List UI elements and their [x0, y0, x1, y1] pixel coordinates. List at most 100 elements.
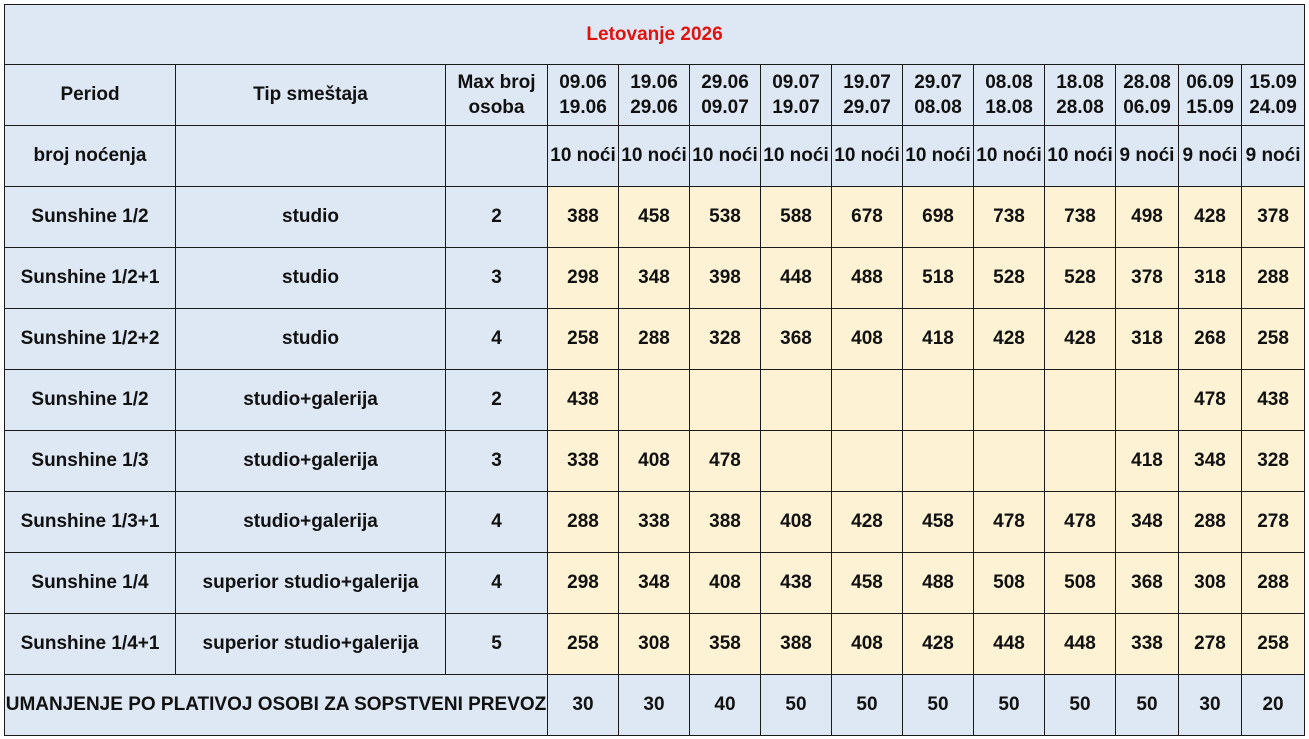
room-max-persons: 5 — [445, 613, 548, 675]
room-type: superior studio+galerija — [175, 613, 446, 675]
period-to: 29.07 — [843, 97, 891, 118]
price-cell — [689, 369, 761, 431]
price-cell: 428 — [902, 613, 974, 675]
price-cell: 328 — [1240, 430, 1306, 492]
nights-cell: 10 noći — [760, 125, 832, 187]
price-cell: 348 — [1178, 430, 1242, 492]
period-to: 09.07 — [701, 97, 749, 118]
period-from: 09.06 — [559, 72, 607, 93]
price-cell: 488 — [831, 247, 903, 309]
price-cell — [618, 369, 690, 431]
nights-cell: 9 noći — [1115, 125, 1179, 187]
price-cell: 698 — [902, 186, 974, 248]
discount-value: 30 — [547, 674, 619, 736]
room-max-persons: 3 — [445, 430, 548, 492]
discount-value: 50 — [831, 674, 903, 736]
period-to: 29.06 — [630, 97, 678, 118]
price-cell: 308 — [618, 613, 690, 675]
price-cell: 268 — [1178, 308, 1242, 370]
price-cell: 438 — [1240, 369, 1306, 431]
nights-cell: 9 noći — [1178, 125, 1242, 187]
price-cell: 408 — [689, 552, 761, 614]
price-cell: 478 — [689, 430, 761, 492]
period-from: 19.06 — [630, 72, 678, 93]
price-cell — [760, 369, 832, 431]
price-cell: 368 — [1115, 552, 1179, 614]
period-to: 06.09 — [1123, 97, 1171, 118]
price-cell — [831, 369, 903, 431]
room-type: studio+galerija — [175, 430, 446, 492]
nights-label: broj noćenja — [4, 125, 176, 187]
price-cell: 498 — [1115, 186, 1179, 248]
price-cell — [902, 369, 974, 431]
price-cell: 738 — [973, 186, 1045, 248]
price-cell: 408 — [831, 308, 903, 370]
period-to: 08.08 — [914, 97, 962, 118]
price-cell: 318 — [1178, 247, 1242, 309]
price-cell: 428 — [1044, 308, 1116, 370]
discount-value: 40 — [689, 674, 761, 736]
price-cell: 528 — [973, 247, 1045, 309]
price-cell: 398 — [689, 247, 761, 309]
price-cell: 408 — [831, 613, 903, 675]
period-from: 19.07 — [843, 72, 891, 93]
room-name: Sunshine 1/3 — [4, 430, 176, 492]
price-cell: 488 — [902, 552, 974, 614]
period-header: 18.08 28.08 — [1044, 64, 1116, 126]
price-cell: 388 — [547, 186, 619, 248]
table-row: Sunshine 1/3 studio+galerija 3 338 408 478 418… — [4, 430, 1306, 492]
room-type: superior studio+galerija — [175, 552, 446, 614]
price-cell: 378 — [1240, 186, 1306, 248]
price-cell: 418 — [1115, 430, 1179, 492]
price-cell — [902, 430, 974, 492]
period-to: 19.06 — [559, 97, 607, 118]
discount-value: 50 — [902, 674, 974, 736]
price-cell: 438 — [760, 552, 832, 614]
price-cell: 458 — [902, 491, 974, 553]
price-cell — [973, 430, 1045, 492]
room-max-persons: 2 — [445, 369, 548, 431]
period-header: 06.09 15.09 — [1178, 64, 1242, 126]
price-cell: 348 — [618, 552, 690, 614]
room-max-persons: 3 — [445, 247, 548, 309]
room-type: studio+galerija — [175, 491, 446, 553]
price-cell: 428 — [973, 308, 1045, 370]
table-row: Sunshine 1/2+2 studio 4 258 288 328 368 408 418 4… — [4, 308, 1306, 370]
price-cell — [973, 369, 1045, 431]
price-cell: 508 — [1044, 552, 1116, 614]
discount-label: UMANJENJE PO PLATIVOJ OSOBI ZA SOPSTVENI… — [4, 674, 548, 736]
price-cell: 338 — [618, 491, 690, 553]
price-cell: 458 — [831, 552, 903, 614]
discount-value: 30 — [1178, 674, 1242, 736]
price-cell: 478 — [1178, 369, 1242, 431]
room-max-persons: 2 — [445, 186, 548, 248]
price-cell: 388 — [760, 613, 832, 675]
period-to: 24.09 — [1249, 97, 1297, 118]
price-cell: 458 — [618, 186, 690, 248]
period-header: 29.07 08.08 — [902, 64, 974, 126]
price-cell: 388 — [689, 491, 761, 553]
period-header: 09.06 19.06 — [547, 64, 619, 126]
room-name: Sunshine 1/4 — [4, 552, 176, 614]
price-cell: 338 — [1115, 613, 1179, 675]
price-cell: 318 — [1115, 308, 1179, 370]
period-header: 08.08 18.08 — [973, 64, 1045, 126]
price-cell: 418 — [902, 308, 974, 370]
price-cell: 448 — [973, 613, 1045, 675]
period-from: 09.07 — [772, 72, 820, 93]
nights-cell: 10 noći — [831, 125, 903, 187]
table-row: Sunshine 1/2 studio+galerija 2 438 478 438 — [4, 369, 1306, 431]
price-cell — [1115, 369, 1179, 431]
price-cell: 478 — [973, 491, 1045, 553]
nights-cell: 10 noći — [973, 125, 1045, 187]
price-cell: 328 — [689, 308, 761, 370]
nights-cell: 10 noći — [1044, 125, 1116, 187]
table-row: Sunshine 1/3+1 studio+galerija 4 288 338 388 4… — [4, 491, 1306, 553]
price-cell — [831, 430, 903, 492]
period-header: 09.07 19.07 — [760, 64, 832, 126]
price-cell: 408 — [618, 430, 690, 492]
price-cell: 678 — [831, 186, 903, 248]
nights-cell: 10 noći — [618, 125, 690, 187]
table-row: Sunshine 1/4+1 superior studio+galerija 5 2… — [4, 613, 1306, 675]
price-cell: 378 — [1115, 247, 1179, 309]
